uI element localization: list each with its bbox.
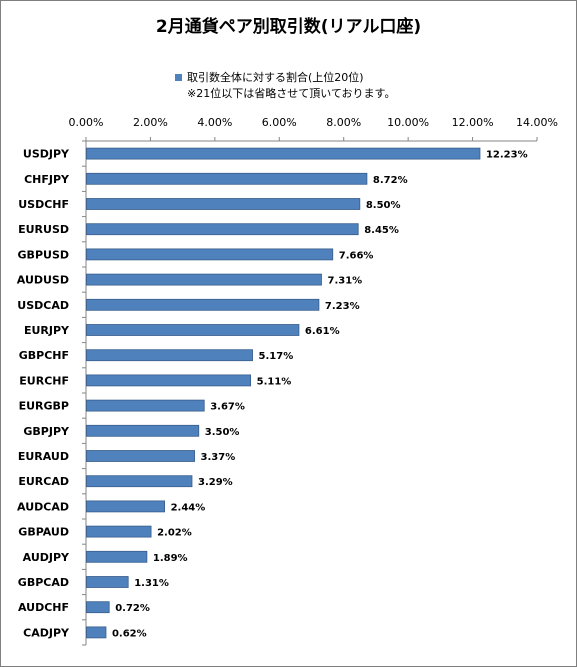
bar bbox=[86, 550, 148, 563]
category-label: CHFJPY bbox=[24, 173, 70, 186]
category-label: EURCAD bbox=[18, 475, 69, 488]
legend-swatch bbox=[175, 73, 182, 81]
bar bbox=[86, 374, 252, 387]
x-tick-label: 6.00% bbox=[262, 116, 297, 129]
x-tick-label: 10.00% bbox=[387, 116, 429, 129]
category-label: AUDUSD bbox=[17, 274, 69, 287]
category-label: GBPUSD bbox=[18, 248, 69, 261]
category-label: USDCHF bbox=[18, 198, 69, 211]
bar bbox=[86, 223, 359, 236]
category-label: CADJPY bbox=[23, 626, 70, 639]
bar bbox=[86, 172, 368, 185]
category-label: GBPCAD bbox=[18, 576, 69, 589]
x-tick-label: 14.00% bbox=[516, 116, 558, 129]
category-label: GBPJPY bbox=[23, 425, 70, 438]
category-label: GBPCHF bbox=[19, 349, 69, 362]
value-label: 7.31% bbox=[327, 276, 362, 287]
value-label: 7.23% bbox=[325, 301, 360, 312]
x-tick-label: 12.00% bbox=[452, 116, 494, 129]
value-label: 12.23% bbox=[486, 150, 528, 161]
value-label: 2.02% bbox=[157, 528, 192, 539]
legend-entry: 取引数全体に対する割合(上位20位) bbox=[175, 69, 395, 85]
x-tick-label: 8.00% bbox=[326, 116, 361, 129]
value-label: 0.72% bbox=[115, 603, 150, 614]
value-label: 3.29% bbox=[198, 477, 233, 488]
x-tick-label: 2.00% bbox=[133, 116, 168, 129]
legend-note: ※21位以下は省略させて頂いております。 bbox=[187, 87, 396, 100]
value-label: 6.61% bbox=[305, 326, 340, 337]
category-label: USDCAD bbox=[17, 299, 69, 312]
legend-label: 取引数全体に対する割合(上位20位) bbox=[187, 71, 364, 84]
bar bbox=[86, 525, 152, 538]
value-label: 5.11% bbox=[257, 376, 292, 387]
x-tick-label: 0.00% bbox=[69, 116, 104, 129]
category-label: USDJPY bbox=[23, 148, 70, 161]
category-label: GBPAUD bbox=[18, 526, 69, 539]
value-label: 7.66% bbox=[339, 250, 374, 261]
value-label: 2.44% bbox=[171, 502, 206, 513]
bar bbox=[86, 475, 193, 488]
bar bbox=[86, 324, 300, 336]
category-label: AUDCAD bbox=[17, 500, 69, 513]
value-label: 1.31% bbox=[134, 578, 169, 589]
value-label: 3.67% bbox=[210, 402, 245, 413]
category-label: EURJPY bbox=[24, 324, 70, 337]
bar bbox=[86, 147, 481, 160]
value-label: 0.62% bbox=[112, 628, 147, 639]
category-label: AUDCHF bbox=[18, 601, 69, 614]
value-label: 8.45% bbox=[364, 225, 399, 236]
bar bbox=[86, 273, 322, 286]
bar bbox=[86, 424, 200, 437]
chart-legend: 取引数全体に対する割合(上位20位) ※21位以下は省略させて頂いております。 bbox=[175, 69, 395, 101]
bar bbox=[86, 500, 166, 513]
bar bbox=[86, 601, 110, 614]
value-label: 8.50% bbox=[366, 200, 401, 211]
value-label: 1.89% bbox=[153, 553, 188, 564]
bar bbox=[86, 626, 107, 639]
bar bbox=[86, 198, 361, 210]
x-tick-label: 4.00% bbox=[197, 116, 232, 129]
bar bbox=[86, 248, 334, 261]
value-label: 5.17% bbox=[259, 351, 294, 362]
category-label: EURAUD bbox=[18, 450, 69, 463]
category-label: EURUSD bbox=[18, 223, 69, 236]
bar bbox=[86, 450, 195, 462]
bar bbox=[86, 298, 320, 311]
bar bbox=[86, 349, 253, 362]
category-label: EURCHF bbox=[19, 374, 69, 387]
value-label: 3.50% bbox=[205, 427, 240, 438]
bar bbox=[86, 399, 205, 412]
value-label: 3.37% bbox=[201, 452, 236, 463]
category-label: AUDJPY bbox=[23, 551, 70, 564]
bar bbox=[86, 576, 129, 588]
chart-title: 2月通貨ペア別取引数(リアル口座) bbox=[155, 17, 422, 37]
category-label: EURGBP bbox=[19, 400, 69, 413]
value-label: 8.72% bbox=[373, 175, 408, 186]
